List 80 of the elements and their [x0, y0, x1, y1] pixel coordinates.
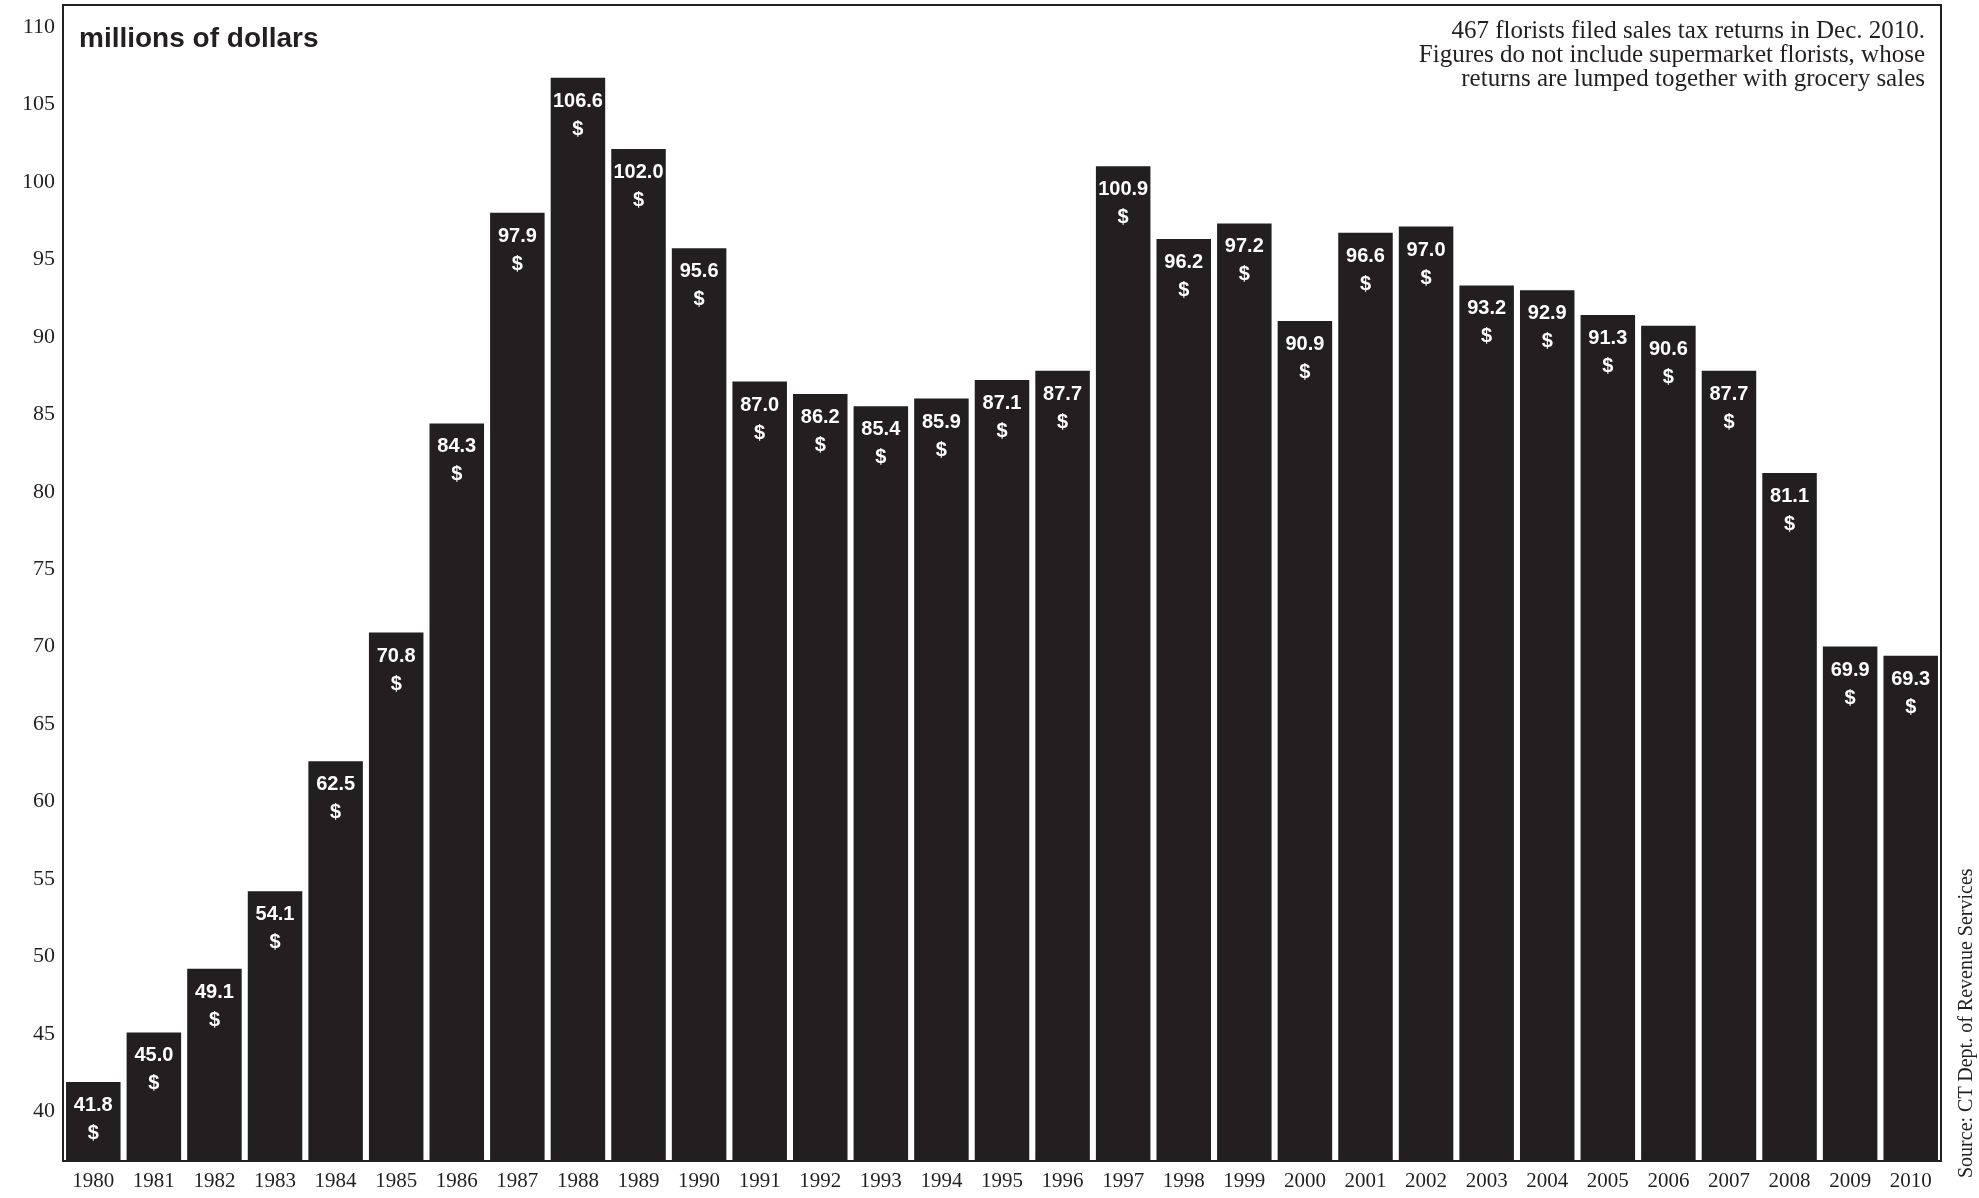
x-tick-label: 2002 [1405, 1167, 1448, 1192]
x-tick-label: 2001 [1344, 1167, 1387, 1192]
data-label: 87.7 $ [1043, 381, 1083, 432]
x-tick-label: 2000 [1283, 1167, 1326, 1192]
y-tick-label: 100 [22, 167, 55, 193]
x-tick-label: 1999 [1223, 1167, 1266, 1192]
data-label: 95.6 $ [679, 259, 719, 310]
y-tick-label: 95 [33, 245, 55, 271]
data-label: 91.3 $ [1588, 325, 1628, 376]
source-note: Source: CT Dept. of Revenue Services [1954, 868, 1977, 1178]
x-tick-label: 2003 [1465, 1167, 1508, 1192]
x-tick-label: 1980 [72, 1167, 115, 1192]
y-tick-label: 105 [22, 90, 55, 116]
y-tick-label: 65 [33, 709, 55, 735]
data-label: 85.4 $ [861, 417, 902, 468]
data-label: 62.5 $ [316, 772, 356, 823]
x-tick-label: 2004 [1526, 1167, 1569, 1192]
x-tick-label: 1982 [193, 1167, 236, 1192]
data-label: 70.8 $ [376, 643, 416, 694]
y-tick-label: 70 [33, 632, 55, 658]
x-tick-label: 1995 [981, 1167, 1023, 1192]
x-tick-label: 1991 [738, 1167, 781, 1192]
data-label: 87.0 $ [740, 392, 780, 443]
y-tick-label: 90 [33, 322, 55, 348]
x-tick-label: 1984 [314, 1167, 358, 1192]
data-label: 86.2 $ [800, 404, 840, 455]
x-tick-label: 1988 [556, 1167, 599, 1192]
data-label: 81.1 $ [1770, 483, 1810, 534]
x-tick-label: 2007 [1707, 1167, 1750, 1192]
y-tick-label: 80 [33, 477, 55, 503]
x-tick-label: 2005 [1586, 1167, 1629, 1192]
y-tick-label: 50 [33, 942, 55, 968]
x-tick-label: 2010 [1889, 1167, 1932, 1192]
x-tick-label: 1992 [799, 1167, 842, 1192]
x-tick-label: 1981 [132, 1167, 175, 1192]
data-label: 69.9 $ [1830, 657, 1870, 708]
x-tick-label: 1997 [1102, 1167, 1145, 1192]
data-label: 102.0 $ [613, 160, 664, 211]
x-tick-label: 1985 [375, 1167, 418, 1192]
y-tick-label: 75 [33, 555, 55, 580]
y-tick-label: 55 [33, 864, 55, 890]
data-label: 97.9 $ [497, 223, 537, 274]
x-tick-label: 1986 [435, 1167, 478, 1192]
data-label: 87.7 $ [1709, 381, 1749, 432]
data-label: 84.3 $ [437, 434, 477, 485]
data-label: 93.2 $ [1467, 296, 1507, 347]
data-label: 85.9 $ [921, 409, 961, 460]
annotation: 467 florists filed sales tax returns in Dec. 2010. Figures do not include supermarket florists, whose returns are lumped together with grocery sales [1418, 15, 1925, 91]
y-axis-title: millions of dollars [79, 21, 319, 53]
x-tick-label: 1998 [1162, 1167, 1205, 1192]
x-tick-label: 1996 [1041, 1167, 1084, 1192]
data-label: 90.6 $ [1648, 336, 1688, 387]
x-tick-label: 1993 [859, 1167, 902, 1192]
data-label: 96.2 $ [1164, 249, 1204, 300]
y-tick-label: 85 [33, 400, 55, 426]
data-label: 69.3 $ [1891, 666, 1931, 717]
data-label: 87.1 $ [982, 391, 1022, 441]
x-tick-label: 1990 [678, 1167, 721, 1192]
data-label: 92.9 $ [1527, 301, 1567, 352]
y-tick-label: 40 [33, 1097, 55, 1123]
data-label: 97.2 $ [1224, 234, 1264, 285]
data-label: 54.1 $ [255, 902, 295, 953]
data-label: 97.0 $ [1406, 237, 1446, 288]
x-tick-label: 2008 [1768, 1167, 1811, 1192]
x-tick-label: 1983 [254, 1167, 297, 1192]
data-label: 106.6 $ [552, 88, 603, 139]
x-tick-label: 2006 [1647, 1167, 1690, 1192]
data-label: 49.1 $ [194, 979, 234, 1030]
data-label: 100.9 $ [1098, 177, 1149, 228]
x-tick-label: 2009 [1829, 1167, 1872, 1192]
y-tick-label: 110 [22, 12, 55, 38]
x-tick-label: 1987 [496, 1167, 539, 1192]
x-tick-label: 1994 [920, 1167, 963, 1192]
data-label: 90.9 $ [1285, 332, 1325, 383]
y-tick-label: 45 [33, 1019, 55, 1045]
data-label: 96.6 $ [1346, 243, 1385, 294]
data-label: 45.0 $ [134, 1043, 174, 1094]
x-tick-label: 1989 [617, 1167, 660, 1192]
y-tick-label: 60 [33, 787, 55, 813]
data-label: 41.8 $ [73, 1092, 113, 1143]
